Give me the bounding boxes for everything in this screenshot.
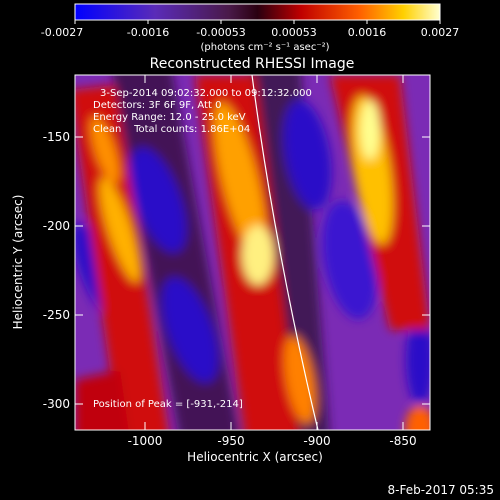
annotation-energy: Energy Range: 12.0 - 25.0 keV: [93, 112, 246, 123]
annotation-time-range: 3-Sep-2014 09:02:32.000 to 09:12:32.000: [100, 88, 312, 99]
y-tick-1: -150: [43, 130, 70, 144]
colorbar-tick-4: 0.00053: [271, 26, 317, 39]
footer-date: 8-Feb-2017 05:35: [388, 483, 494, 497]
solar-limb-line: [251, 75, 319, 430]
y-tick-3: -250: [43, 308, 70, 322]
colorbar-tick-6: 0.0027: [421, 26, 460, 39]
x-axis-label: Heliocentric X (arcsec): [187, 450, 323, 464]
rhessi-image: [75, 75, 430, 430]
y-axis-label: Heliocentric Y (arcsec): [11, 195, 25, 330]
colorbar-tick-2: -0.0016: [127, 26, 169, 39]
colorbar: [74, 3, 441, 21]
plot-frame: [74, 74, 431, 431]
annotation-peak: Position of Peak = [-931,-214]: [93, 399, 243, 410]
annotation-detectors: Detectors: 3F 6F 9F, Att 0: [93, 100, 221, 111]
x-tick-4: -850: [389, 434, 416, 448]
annotation-clean: Clean Total counts: 1.86E+04: [93, 124, 250, 135]
y-tick-2: -200: [43, 219, 70, 233]
axis-ticks: [75, 75, 430, 430]
colorbar-tick-3: -0.00053: [196, 26, 245, 39]
x-tick-3: -900: [303, 434, 330, 448]
y-tick-4: -300: [43, 397, 70, 411]
colorbar-tick-5: 0.0016: [348, 26, 387, 39]
x-tick-1: -1000: [128, 434, 163, 448]
x-tick-2: -950: [217, 434, 244, 448]
colorbar-ticks: [74, 20, 441, 24]
plot-title: Reconstructed RHESSI Image: [150, 56, 355, 72]
colorbar-tick-1: -0.0027: [41, 26, 83, 39]
colorbar-unit: (photons cm⁻² s⁻¹ asec⁻²): [200, 42, 329, 53]
